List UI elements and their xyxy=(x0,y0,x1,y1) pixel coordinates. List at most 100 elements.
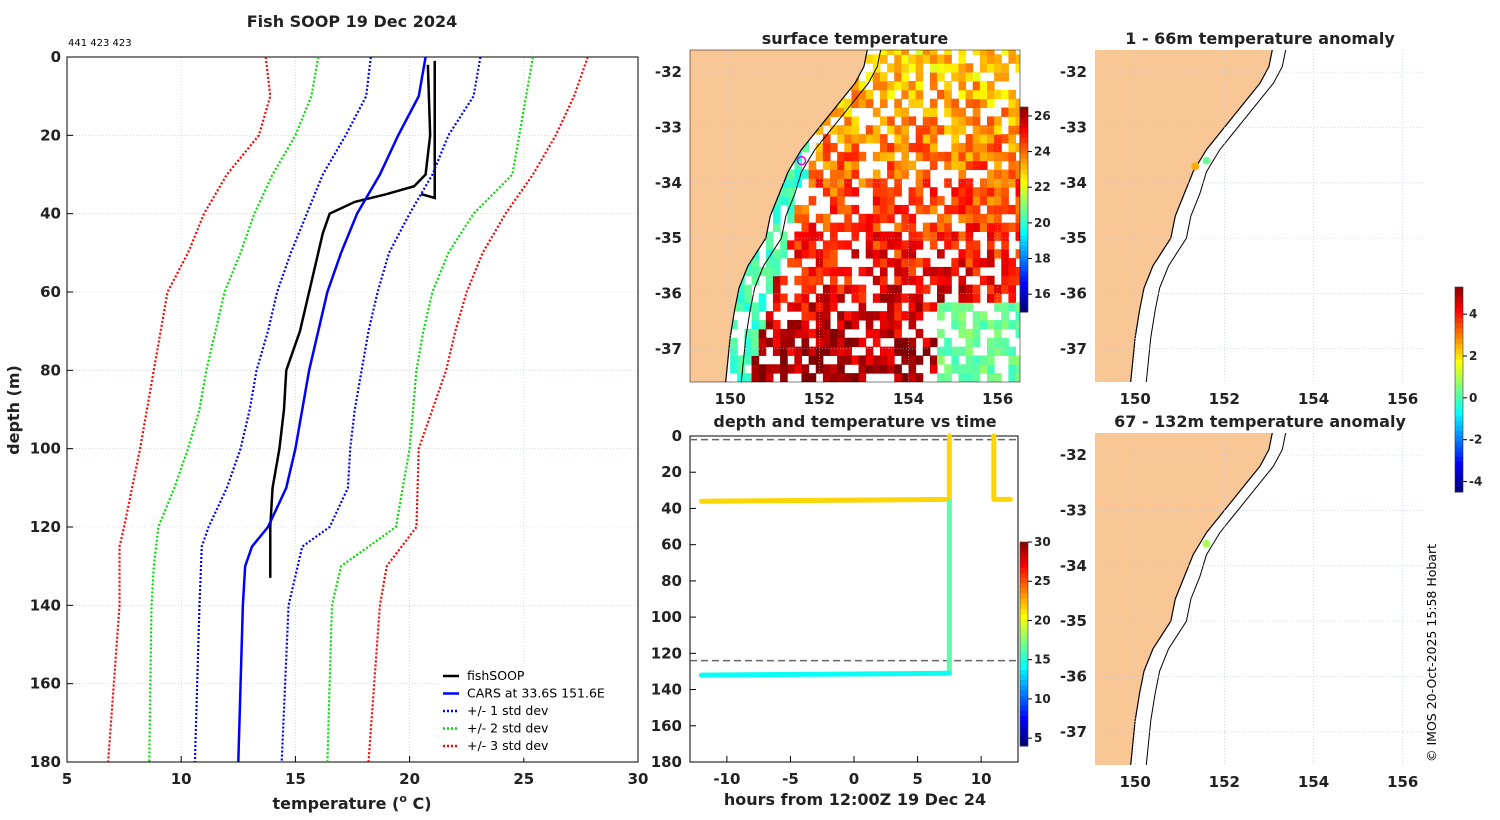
sst-colorbar-segment xyxy=(1020,265,1028,272)
sst-cell xyxy=(901,311,910,321)
anomaly-colorbar-segment xyxy=(1455,456,1463,462)
sst-cell xyxy=(887,187,895,197)
sst-cell xyxy=(944,213,952,224)
sst-cell xyxy=(958,328,967,339)
sst-cell xyxy=(851,187,860,197)
sst-cell xyxy=(951,116,959,126)
sst-cell xyxy=(765,284,774,294)
sst-cell xyxy=(929,107,938,117)
sst-cell xyxy=(744,346,753,356)
sst-cell xyxy=(780,196,788,206)
temp-colorbar-segment xyxy=(1020,715,1028,721)
time-depth-plot: depth and temperature vs time hours from… xyxy=(651,412,1051,809)
sst-cell xyxy=(780,328,788,339)
sst-cell xyxy=(772,284,781,294)
sst-cell xyxy=(894,293,902,303)
sst-colorbar-segment xyxy=(1020,183,1028,190)
sst-cell xyxy=(908,54,917,64)
sst-cell xyxy=(1015,231,1020,241)
lon-tick-label: 150 xyxy=(714,390,745,408)
sst-cell xyxy=(987,125,995,135)
sst-cell xyxy=(808,275,817,286)
sst-cell xyxy=(937,293,945,303)
sst-cell xyxy=(815,328,824,339)
sst-cell xyxy=(801,364,810,374)
sst-cell xyxy=(901,293,910,303)
sst-cell xyxy=(787,169,795,179)
lat-tick-label: -34 xyxy=(1060,557,1087,575)
sst-cell xyxy=(837,196,845,206)
sst-cell xyxy=(987,196,995,206)
sst-cell xyxy=(901,54,910,64)
sst-cell xyxy=(1015,107,1020,117)
sst-cell xyxy=(780,240,788,250)
y-tick-label: 40 xyxy=(661,499,682,517)
sst-cell xyxy=(879,293,888,303)
sst-cell xyxy=(1001,231,1009,241)
sst-colorbar-segment xyxy=(1020,158,1028,164)
sst-cell xyxy=(908,240,917,250)
anomaly-colorbar-segment xyxy=(1455,394,1463,401)
sst-cell xyxy=(858,293,867,303)
lon-tick-label: 152 xyxy=(804,390,835,408)
sst-cell xyxy=(979,258,988,268)
sst-cell xyxy=(894,107,902,117)
sst-cell xyxy=(915,187,924,197)
coastline xyxy=(1130,433,1273,765)
sst-cell xyxy=(887,196,895,206)
sst-cell xyxy=(987,98,995,109)
sst-cell xyxy=(758,364,767,374)
sst-cell xyxy=(872,151,881,162)
sst-cell xyxy=(830,328,838,339)
sst-cell xyxy=(929,266,938,277)
sst-cell xyxy=(808,222,817,232)
sst-cell xyxy=(751,328,760,339)
sst-cell xyxy=(830,125,838,135)
sst-cell xyxy=(780,355,788,365)
sst-cell xyxy=(858,98,867,109)
sst-cell xyxy=(922,169,931,179)
sst-cell xyxy=(879,346,888,356)
sst-cell xyxy=(822,284,831,294)
sst-cell xyxy=(794,204,802,215)
sst-cell xyxy=(858,134,867,144)
sst-cell xyxy=(979,213,988,224)
sst-cell xyxy=(951,196,959,206)
y-tick-label: 100 xyxy=(30,440,61,458)
sst-cell xyxy=(751,364,760,374)
profile-ylabel: depth (m) xyxy=(4,365,23,455)
sst-cell xyxy=(851,134,860,144)
temp-colorbar-segment xyxy=(1020,582,1028,589)
plot-frame xyxy=(66,56,639,763)
temp-colorbar-tick-label: 20 xyxy=(1034,613,1051,627)
sst-cell xyxy=(808,355,817,365)
sst-cell xyxy=(865,98,874,109)
sst-cell xyxy=(965,134,974,144)
anomaly-colorbar-segment xyxy=(1455,481,1463,488)
sst-cell xyxy=(830,187,838,197)
anomaly-colorbar-segment xyxy=(1455,317,1463,324)
sst-cell xyxy=(987,204,995,215)
sst-cell xyxy=(987,249,995,259)
sst-cell xyxy=(958,258,967,268)
sst-cell xyxy=(801,337,810,348)
sst-cell xyxy=(879,320,888,330)
sst-cell xyxy=(958,187,967,197)
sst-cell xyxy=(865,222,874,232)
sst-cell xyxy=(894,72,902,82)
sst-cell xyxy=(944,364,952,374)
sst-cell xyxy=(994,134,1002,144)
anomaly-colorbar-segment xyxy=(1455,389,1463,396)
anom1-title: 1 - 66m temperature anomaly xyxy=(1125,29,1395,48)
track-segment xyxy=(698,670,952,678)
sst-cell xyxy=(744,302,753,312)
sst-cell xyxy=(879,258,888,268)
sst-cell xyxy=(801,302,810,312)
anomaly-colorbar-segment xyxy=(1455,410,1463,416)
sst-cell xyxy=(922,258,931,268)
sst-cell xyxy=(972,258,981,268)
sst-cell xyxy=(922,178,931,188)
sst-cell xyxy=(965,346,974,356)
sst-cell xyxy=(951,72,959,82)
anomaly-colorbar-segment xyxy=(1455,445,1463,452)
